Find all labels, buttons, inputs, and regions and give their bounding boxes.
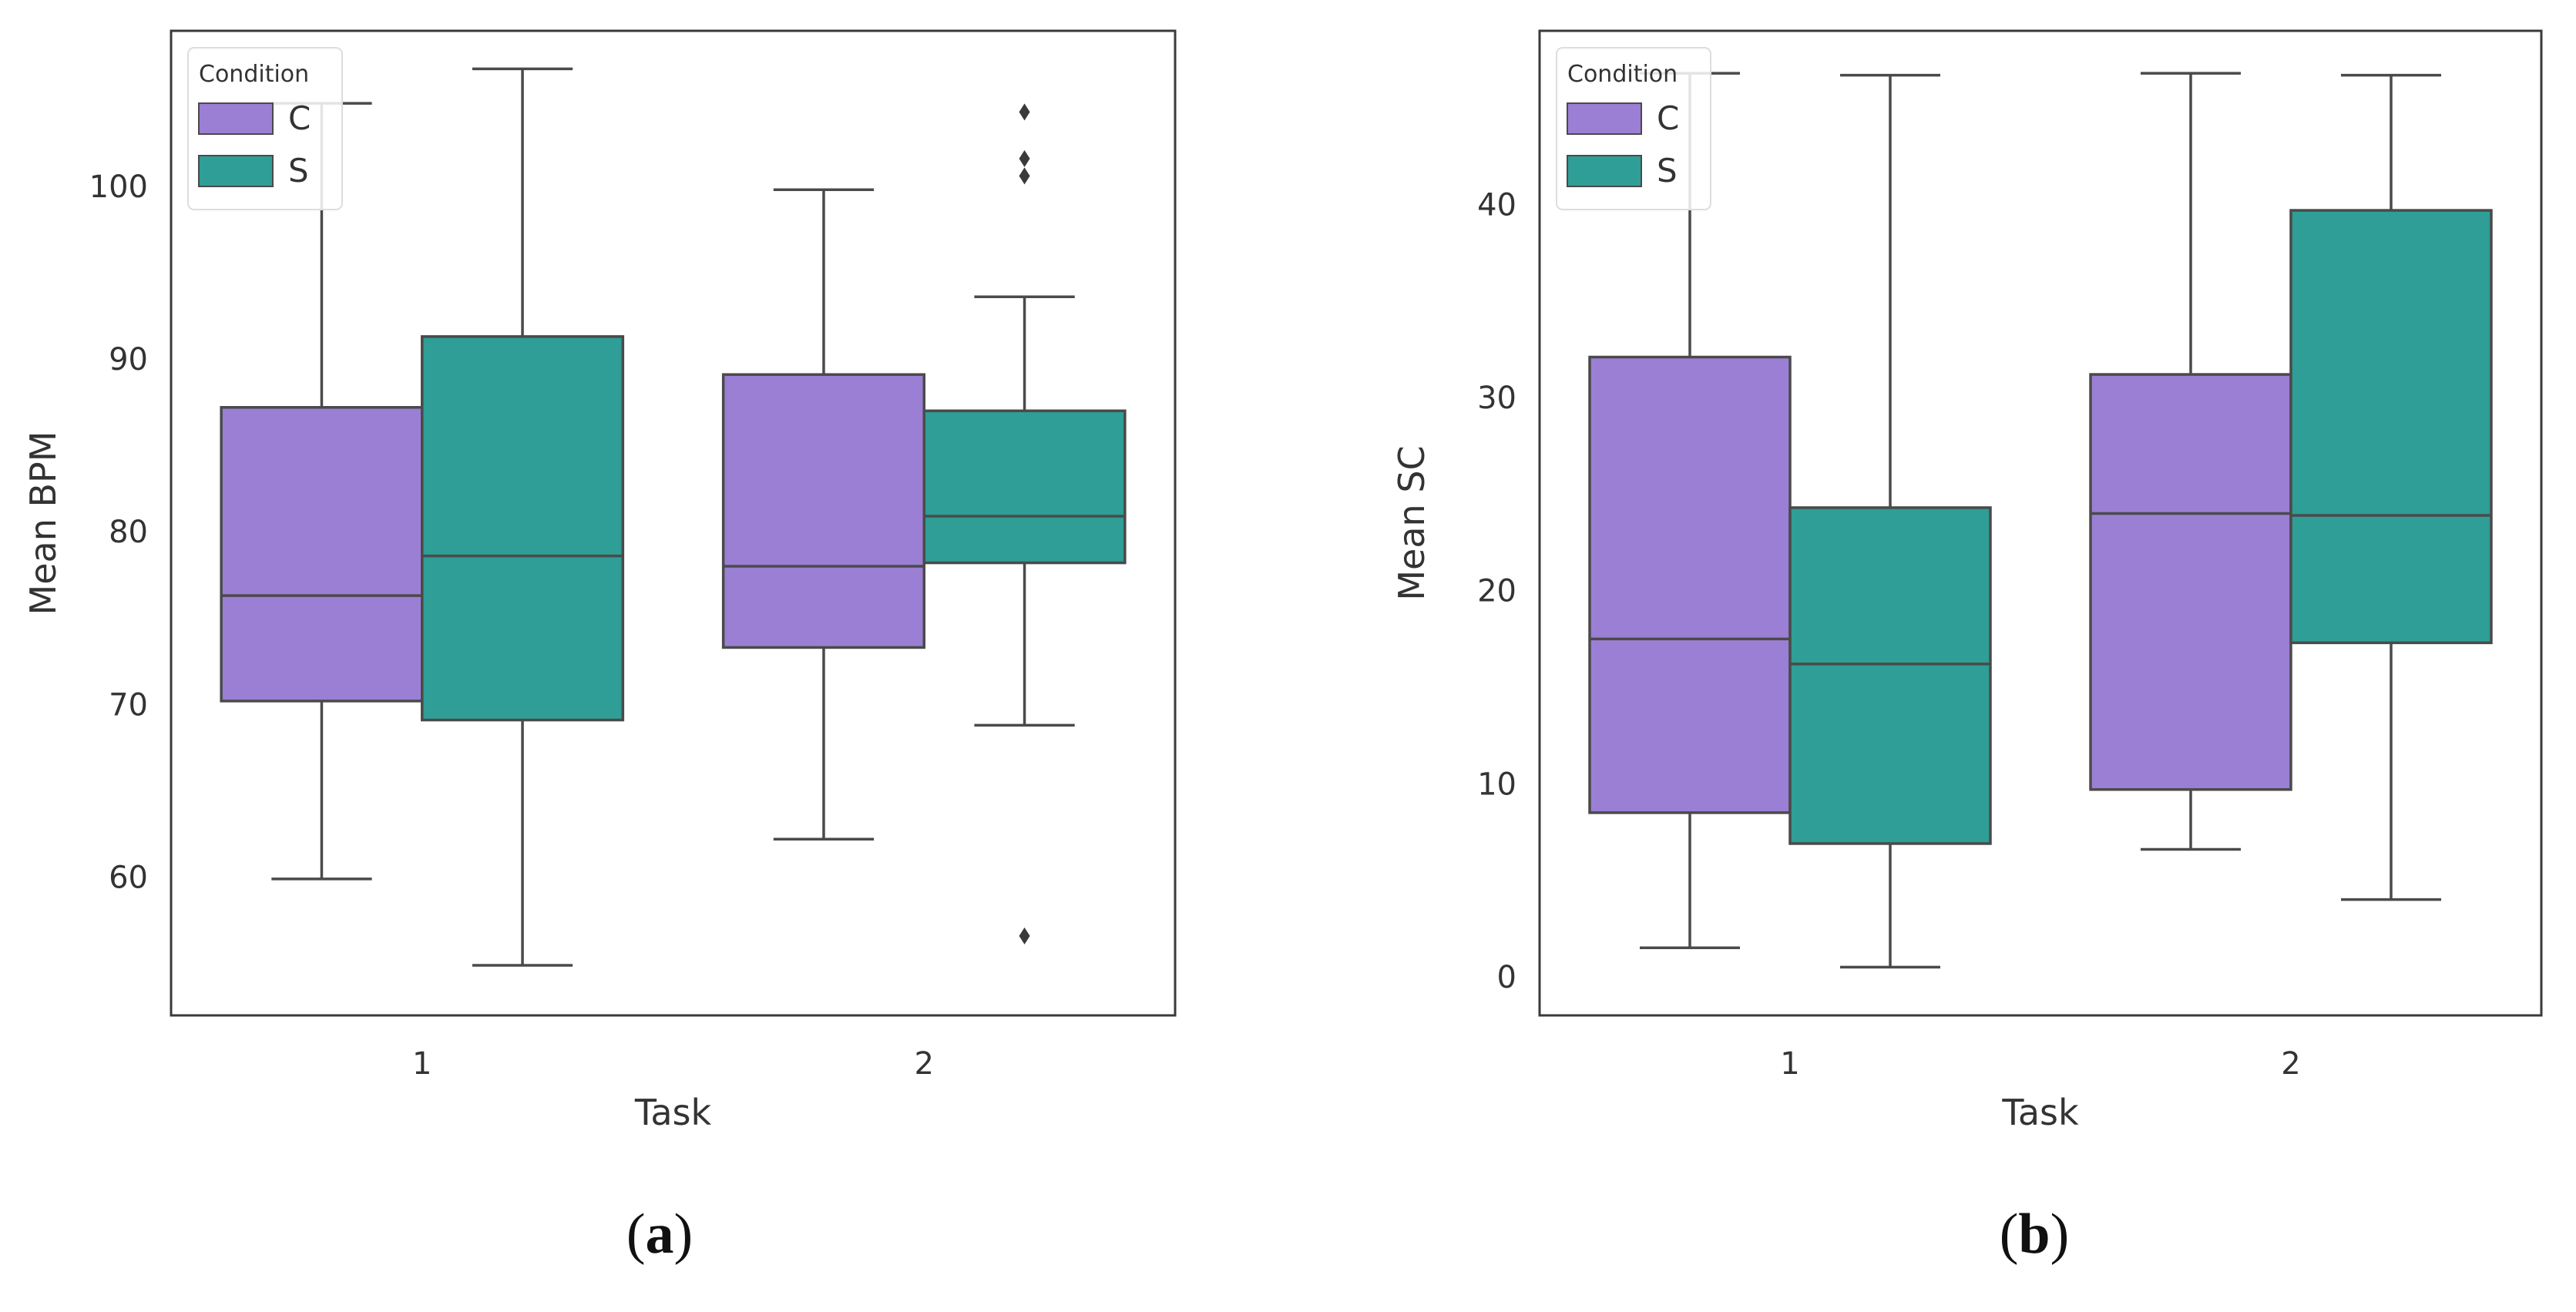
chart-panel-a: 60 70 80 90 100 1 2 Task Mean BPM Condition CS: [22, 29, 1177, 1133]
y-tick-label: 100: [89, 169, 148, 205]
legend-swatch-C: [198, 102, 274, 135]
legend-label-C: C: [288, 99, 311, 137]
y-tick-label: 80: [109, 515, 148, 550]
y-tick-label: 60: [109, 861, 148, 896]
legend-swatch-C: [1567, 102, 1642, 135]
outlier-point: [1019, 927, 1030, 945]
box-C-task-2: [2089, 373, 2292, 791]
box-C-task-2: [721, 373, 926, 649]
y-tick-label: 40: [1477, 188, 1516, 223]
y-axis-label: Mean SC: [1391, 445, 1432, 600]
x-tick-label: 2: [915, 1046, 934, 1082]
legend-swatch-S: [198, 155, 274, 187]
box-C-task-1: [220, 406, 424, 703]
box-S-task-2: [922, 409, 1127, 565]
legend-title: Condition: [199, 61, 309, 88]
x-tick-label: 2: [2281, 1046, 2300, 1082]
chart-panel-b: 0 10 20 30 40 1 2 Task Mean SC Condition CS: [1391, 29, 2543, 1133]
box-S-task-1: [1788, 506, 1992, 845]
y-tick-label: 30: [1477, 381, 1516, 416]
plot-frame: [1538, 29, 2543, 1017]
outlier-point: [1019, 103, 1030, 121]
legend-label-S: S: [1657, 152, 1678, 190]
x-tick-label: 1: [412, 1046, 432, 1082]
plot-frame: [170, 29, 1177, 1017]
box-C-task-1: [1588, 355, 1792, 814]
y-tick-label: 90: [109, 342, 148, 377]
legend-swatch-S: [1567, 155, 1642, 187]
panel-a-caption: (a): [626, 1203, 694, 1266]
outlier-point: [1019, 167, 1030, 185]
legend: Condition CS: [187, 47, 343, 210]
box-S-task-2: [2289, 209, 2493, 645]
y-tick-label: 70: [109, 687, 148, 723]
legend-label-S: S: [288, 152, 309, 190]
x-tick-label: 1: [1780, 1046, 1799, 1082]
box-S-task-1: [421, 335, 625, 722]
legend-label-C: C: [1657, 99, 1679, 137]
x-axis-label: Task: [634, 1092, 712, 1133]
panel-b-caption: (b): [1999, 1203, 2070, 1266]
y-tick-label: 0: [1497, 960, 1516, 995]
outlier-point: [1019, 149, 1030, 167]
y-tick-label: 10: [1477, 767, 1516, 802]
y-tick-label: 20: [1477, 574, 1516, 609]
x-axis-label: Task: [2001, 1092, 2079, 1133]
legend-title: Condition: [1567, 61, 1678, 88]
legend: Condition CS: [1556, 47, 1711, 210]
y-axis-label: Mean BPM: [22, 431, 64, 616]
